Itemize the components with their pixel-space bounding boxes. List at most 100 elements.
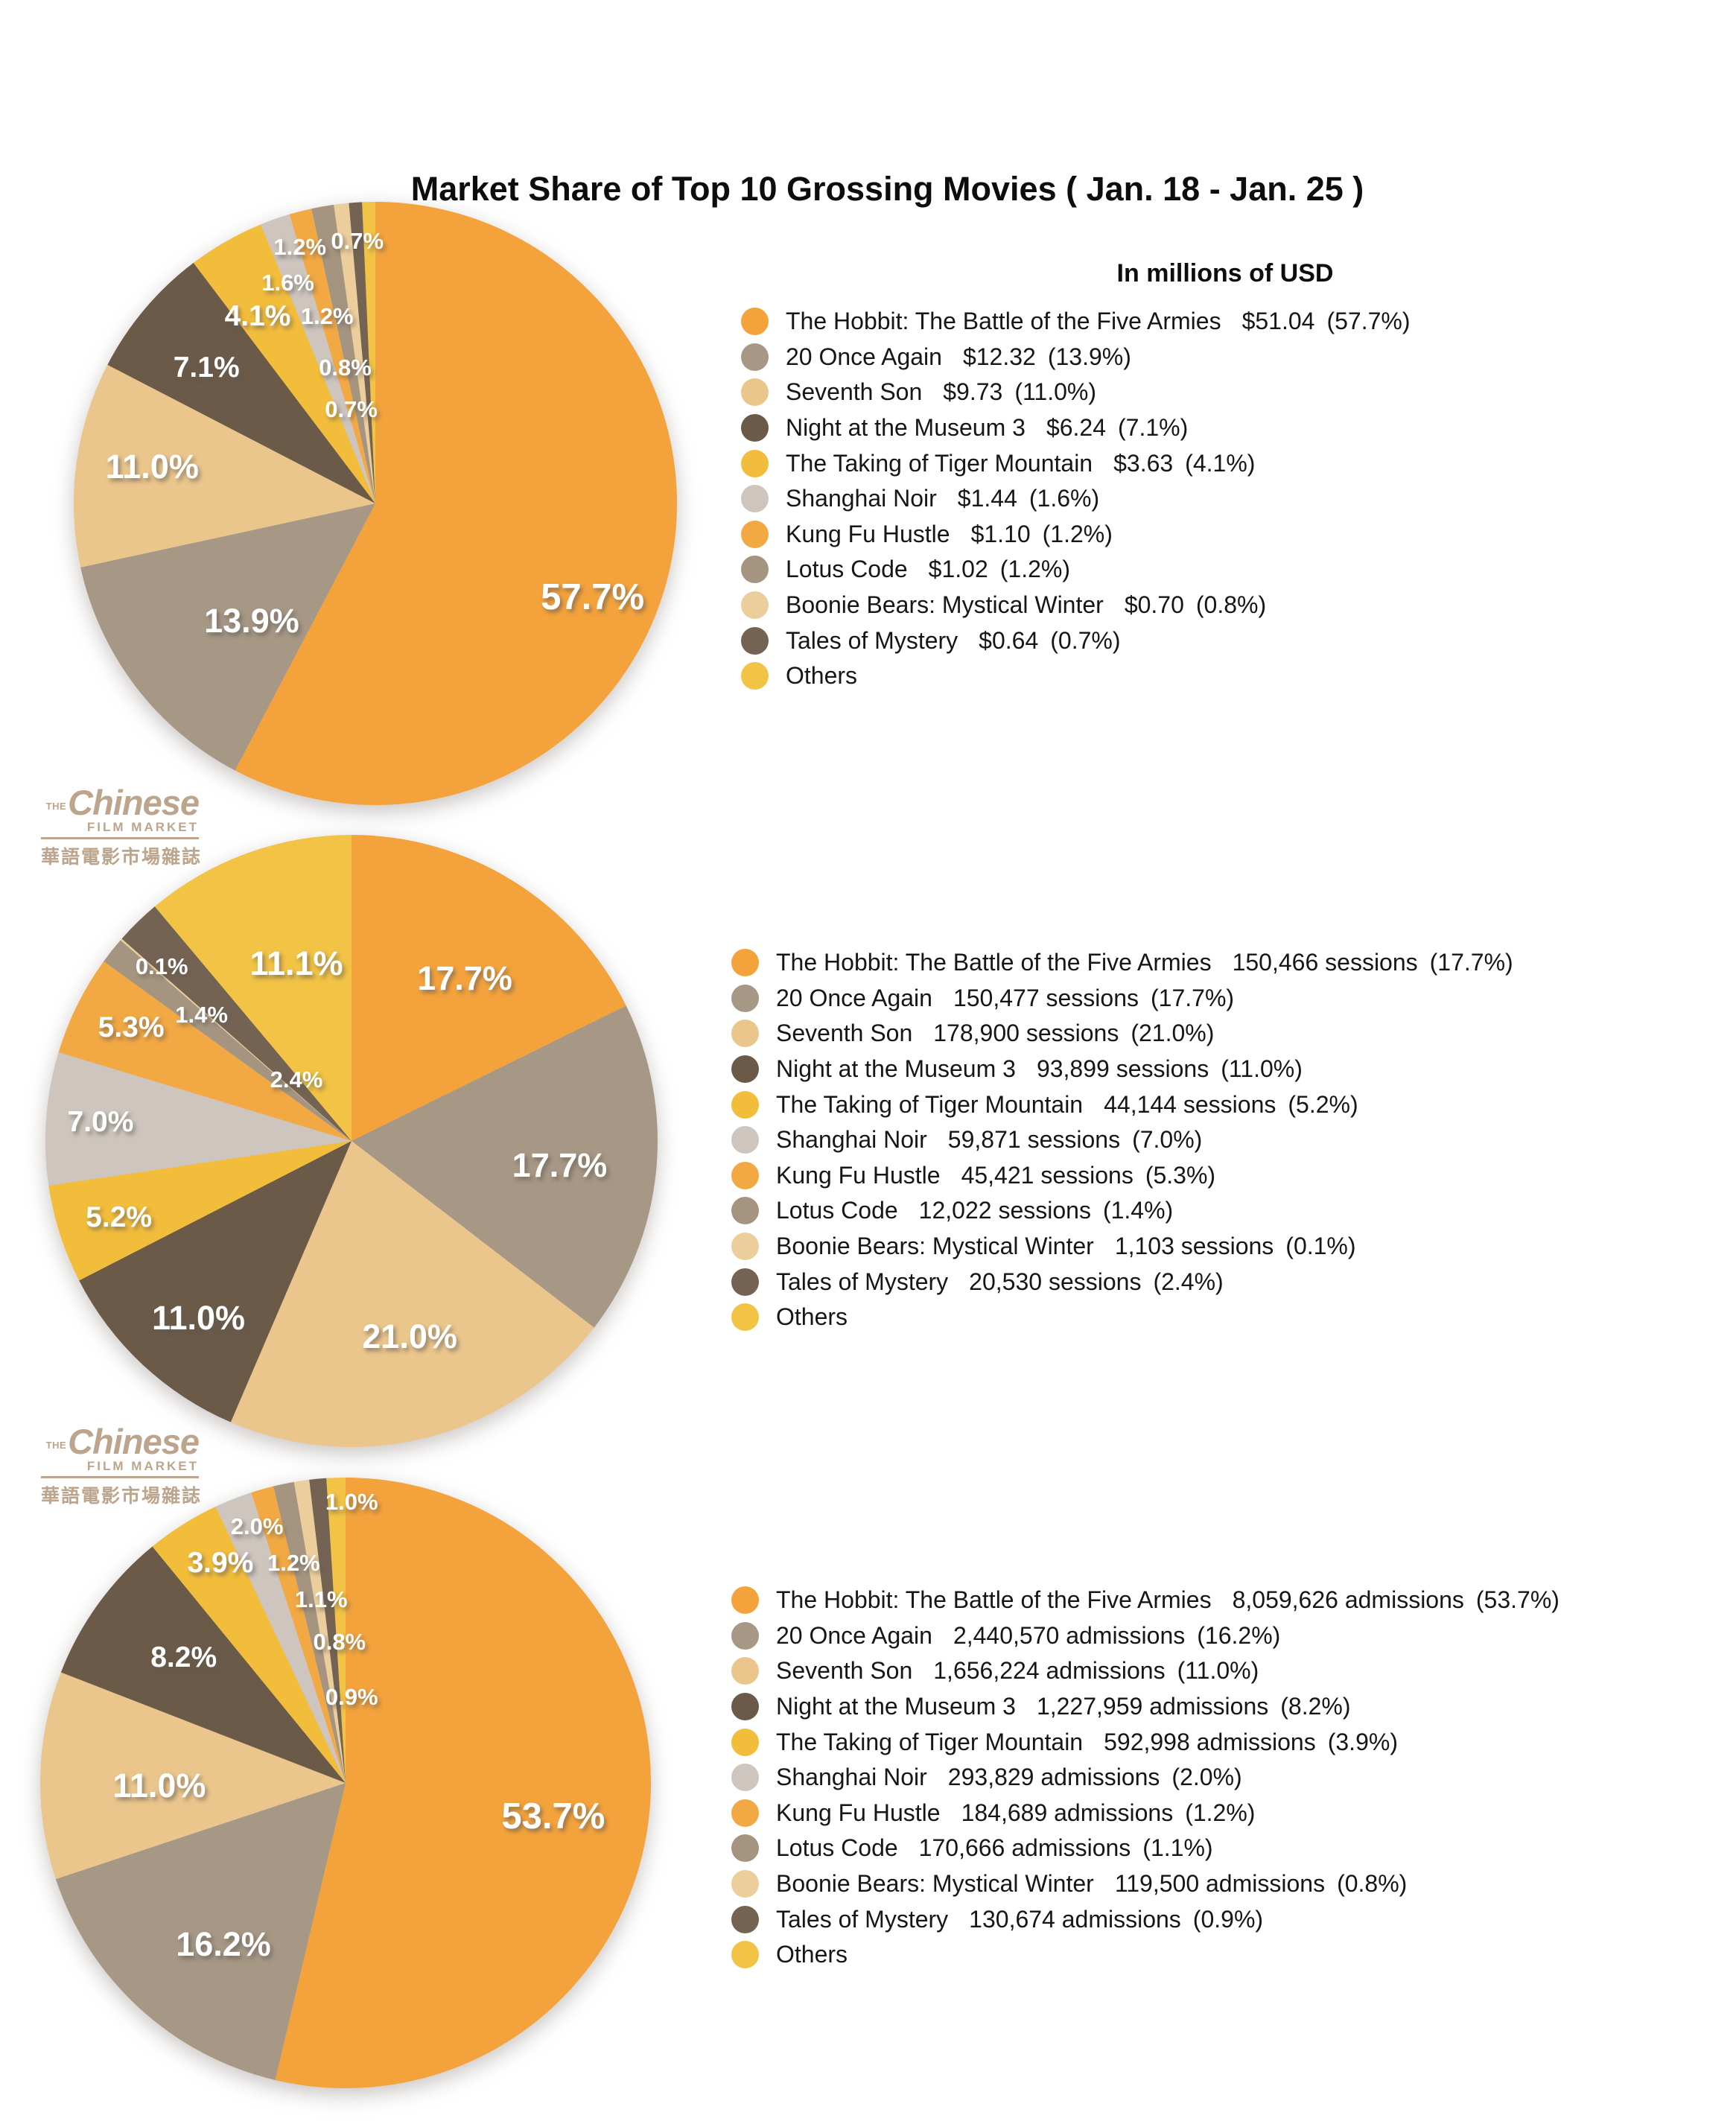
legend-movie-name: Others — [776, 1941, 848, 1968]
slice-percent-label: 16.2% — [176, 1925, 271, 1964]
legend-movie-name: Night at the Museum 3 — [776, 1055, 1016, 1083]
legend-percent: (11.0%) — [1221, 1055, 1303, 1083]
legend-percent: (2.4%) — [1153, 1268, 1224, 1295]
chinese-film-market-logo: THE Chinese FILM MARKET 華語電影市場雜誌 — [41, 785, 200, 869]
legend-value: 592,998 admissions — [1104, 1728, 1316, 1755]
legend-value: 170,666 admissions — [918, 1834, 1131, 1862]
slice-percent-label: 7.0% — [67, 1106, 134, 1139]
pie-chart-sessions: 17.7% 17.7% 21.0% 11.0% 5.2% 7.0% 5.3% 1.4% 0.1%… — [45, 835, 658, 1447]
slice-percent-label: 0.7% — [331, 227, 384, 254]
legend-percent: (7.1%) — [1118, 414, 1189, 442]
legend-percent: (0.7%) — [1050, 626, 1121, 654]
legend-value: $6.24 — [1046, 414, 1107, 442]
legend-color-dot — [731, 1621, 759, 1650]
pie-chart-admissions: 53.7% 16.2% 11.0% 8.2% 3.9% 2.0% 1.2% 1.1% 0.8% 0… — [40, 1478, 651, 2088]
pie-svg-gross — [74, 202, 677, 805]
legend-movie-name: Tales of Mystery — [786, 626, 958, 654]
pie-slice — [107, 262, 375, 503]
legend-color-dot — [741, 591, 769, 620]
logo-chinese-text: 華語電影市場雜誌 — [41, 1484, 203, 1507]
slice-percent-label: 0.1% — [135, 953, 188, 979]
pie-slice — [261, 214, 375, 503]
legend-percent: (2.0%) — [1171, 1764, 1242, 1791]
legend-item: 20 Once Again 150,477 sessions (17.7%) — [731, 981, 1513, 1017]
slice-percent-label: 11.0% — [105, 448, 199, 486]
slice-percent-label: 1.0% — [325, 1488, 378, 1515]
legend-percent: (53.7%) — [1475, 1586, 1559, 1614]
pie-slice — [79, 1141, 352, 1422]
legend-item: Seventh Son 1,656,224 admissions (11.0%) — [731, 1653, 1559, 1689]
pie-slice — [235, 202, 677, 805]
legend-value: 1,103 sessions — [1114, 1233, 1274, 1260]
pie-slice — [362, 202, 375, 503]
legend-value: $12.32 — [962, 343, 1036, 370]
legend-item: The Taking of Tiger Mountain 44,144 sessi… — [731, 1087, 1513, 1122]
pie-slice — [45, 1052, 352, 1186]
legend-color-dot — [731, 1197, 759, 1225]
legend-percent: (1.1%) — [1142, 1834, 1213, 1862]
legend-percent: (17.7%) — [1429, 949, 1513, 976]
pie-slice — [193, 224, 375, 503]
legend-percent: (5.2%) — [1288, 1090, 1358, 1118]
legend-percent: (17.7%) — [1151, 984, 1235, 1011]
pie-slice — [215, 1492, 346, 1783]
legend-value: 178,900 sessions — [933, 1020, 1119, 1047]
legend-item: Boonie Bears: Mystical Winter 119,500 adm… — [731, 1866, 1559, 1902]
legend-percent: (1.6%) — [1028, 485, 1100, 512]
legend-value: $1.10 — [970, 520, 1031, 547]
slice-percent-label: 1.2% — [267, 1549, 320, 1576]
units-note: In millions of USD — [1116, 259, 1334, 287]
slice-percent-label: 0.9% — [325, 1684, 378, 1711]
legend-color-dot — [731, 1799, 759, 1827]
pie-svg-sessions — [45, 835, 658, 1447]
legend-value: 119,500 admissions — [1114, 1870, 1326, 1898]
legend-color-dot — [731, 1090, 759, 1119]
legend-admissions: The Hobbit: The Battle of the Five Armie… — [731, 1583, 1559, 1973]
legend-item: Kung Fu Hustle $1.10 (1.2%) — [741, 517, 1411, 553]
legend-movie-name: Kung Fu Hustle — [776, 1799, 941, 1826]
legend-value: $1.44 — [957, 485, 1017, 512]
legend-item: Others — [731, 1937, 1559, 1973]
legend-color-dot — [741, 378, 769, 407]
legend-percent: (13.9%) — [1047, 343, 1131, 370]
logo-the-label: THE — [45, 1439, 67, 1451]
legend-movie-name: The Hobbit: The Battle of the Five Armie… — [786, 308, 1221, 335]
legend-item: Seventh Son $9.73 (11.0%) — [741, 375, 1411, 410]
legend-item: The Hobbit: The Battle of the Five Armie… — [731, 1583, 1559, 1618]
legend-percent: (4.1%) — [1185, 449, 1256, 477]
legend-item: Kung Fu Hustle 184,689 admissions (1.2%) — [731, 1796, 1559, 1831]
legend-value: 93,899 sessions — [1036, 1055, 1209, 1083]
pie-slice — [289, 209, 375, 503]
legend-value: 12,022 sessions — [918, 1197, 1091, 1224]
slice-percent-label: 17.7% — [417, 959, 512, 998]
legend-item: Boonie Bears: Mystical Winter 1,103 sessi… — [731, 1229, 1513, 1265]
legend-item: Shanghai Noir 293,829 admissions (2.0%) — [731, 1760, 1559, 1796]
legend-item: Shanghai Noir 59,871 sessions (7.0%) — [731, 1122, 1513, 1158]
legend-value: $0.70 — [1124, 591, 1184, 619]
legend-movie-name: Others — [786, 662, 858, 690]
pie-slice — [273, 1481, 346, 1783]
legend-movie-name: Others — [776, 1303, 848, 1331]
legend-item: Tales of Mystery 20,530 sessions (2.4%) — [731, 1264, 1513, 1300]
legend-item: 20 Once Again $12.32 (13.9%) — [741, 340, 1411, 375]
legend-percent: (5.3%) — [1145, 1161, 1216, 1189]
legend-value: 8,059,626 admissions — [1232, 1586, 1464, 1614]
legend-percent: (1.2%) — [1042, 520, 1113, 547]
legend-item: Night at the Museum 3 93,899 sessions (11.… — [731, 1052, 1513, 1087]
legend-item: Night at the Museum 3 $6.24 (7.1%) — [741, 410, 1411, 446]
legend-percent: (11.0%) — [1177, 1657, 1259, 1685]
legend-movie-name: Seventh Son — [786, 378, 923, 406]
legend-color-dot — [741, 308, 769, 336]
slice-percent-label: 0.8% — [313, 1629, 366, 1656]
logo-the-label: THE — [45, 800, 67, 812]
logo-wordmark: THE Chinese — [41, 1424, 200, 1459]
pie-slice — [349, 202, 375, 503]
legend-movie-name: The Taking of Tiger Mountain — [776, 1728, 1084, 1755]
legend-item: Night at the Museum 3 1,227,959 admission… — [731, 1689, 1559, 1725]
legend-item: The Hobbit: The Battle of the Five Armie… — [731, 945, 1513, 981]
legend-percent: (57.7%) — [1326, 308, 1411, 335]
legend-item: Others — [731, 1300, 1513, 1335]
legend-movie-name: Lotus Code — [776, 1834, 898, 1862]
legend-item: Seventh Son 178,900 sessions (21.0%) — [731, 1016, 1513, 1052]
